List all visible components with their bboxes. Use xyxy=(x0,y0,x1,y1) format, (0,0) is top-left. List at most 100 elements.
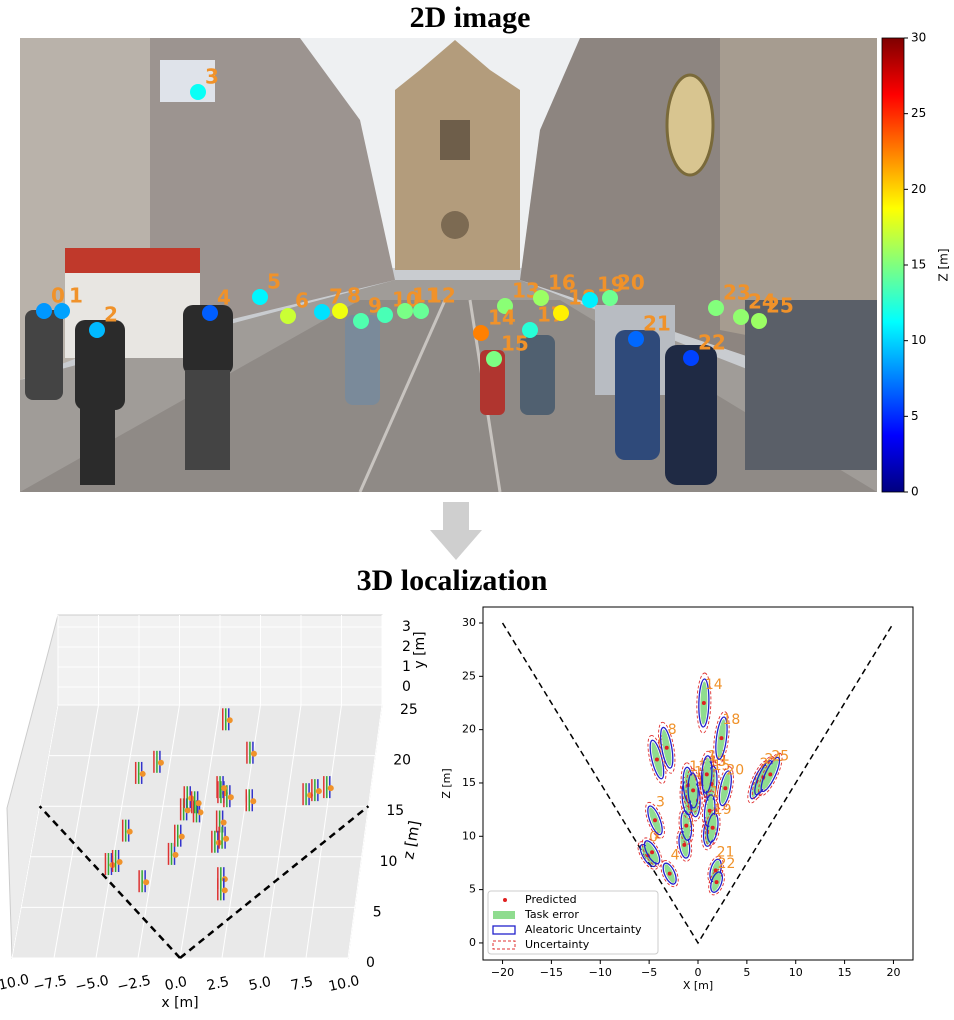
detection-dot xyxy=(582,292,598,308)
y-tick-label: 25 xyxy=(462,669,476,682)
colorbar-axis: 0 5 10 15 20 25 30 xyxy=(904,31,926,499)
uncertainty xyxy=(637,841,659,870)
detection-label: 14 xyxy=(488,306,516,330)
detection-label: 4 xyxy=(217,286,231,310)
grid-line xyxy=(137,704,180,959)
legend-label: Task error xyxy=(524,908,579,921)
detection-label: 3 xyxy=(205,65,219,89)
legend-symbol xyxy=(492,925,516,935)
y-axis-label: Z [m] xyxy=(440,768,453,798)
colorbar-label: Z [m] xyxy=(937,248,951,281)
grid-line xyxy=(95,704,140,959)
detection-dot xyxy=(413,303,429,319)
predicted-point xyxy=(713,868,718,873)
x-tick-label: 5 xyxy=(743,966,750,979)
x-tick-label: 10.0 xyxy=(327,973,361,995)
detection-label: 2 xyxy=(104,303,118,327)
detection-label: 0 xyxy=(51,284,65,308)
y-tick-label: 20 xyxy=(462,723,476,736)
aleatoric-uncertainty xyxy=(643,840,661,865)
predicted-3d xyxy=(327,785,334,792)
z-tick-label: 5 xyxy=(373,904,382,920)
x-tick-label: −7.5 xyxy=(32,973,69,996)
z-tick-label: 0 xyxy=(366,955,375,971)
aleatoric-uncertainty xyxy=(706,812,719,843)
detection-dot xyxy=(602,290,618,306)
uncertainty xyxy=(707,856,724,885)
uncertainty xyxy=(702,790,718,831)
y-tick-label: 2 xyxy=(402,639,411,655)
detection-label: 5 xyxy=(267,270,281,294)
predicted-point xyxy=(719,736,724,741)
detection-label: 1 xyxy=(69,284,83,308)
aleatoric-uncertainty xyxy=(647,805,663,836)
y-tick-label: 15 xyxy=(462,776,476,789)
predicted-3d xyxy=(157,759,164,766)
detection-label: 11 xyxy=(412,284,440,308)
detection-dot xyxy=(497,298,513,314)
detection-label: 20 xyxy=(726,762,744,778)
y-tick-label: 0 xyxy=(469,936,476,949)
uncertainty xyxy=(685,768,701,813)
detection-dot xyxy=(683,350,699,366)
legend-label: Predicted xyxy=(525,893,577,906)
x-axis-label: x [m] xyxy=(161,995,198,1011)
grid-line xyxy=(263,704,302,959)
predicted-point xyxy=(710,825,715,830)
uncertainty xyxy=(658,721,676,774)
predicted-point xyxy=(714,880,719,885)
y-tick-label: 0 xyxy=(402,679,411,695)
uncertainty xyxy=(708,868,725,896)
detection-label: 3 xyxy=(656,794,665,810)
uncertainty xyxy=(699,750,715,799)
detection-dot xyxy=(202,305,218,321)
z-tick-label: 15 xyxy=(386,803,404,819)
y-tick-label: 5 xyxy=(469,883,476,896)
fov-line xyxy=(179,805,370,959)
aleatoric-uncertainty xyxy=(715,716,728,761)
uncertainty xyxy=(747,760,770,804)
predicted-point xyxy=(653,818,657,823)
y-axis-label: y [m] xyxy=(412,631,428,668)
colorbar-tick-label: 10 xyxy=(911,333,926,347)
grid-line xyxy=(11,704,59,959)
x-tick-label: 0 xyxy=(695,966,702,979)
predicted-3d xyxy=(221,887,228,894)
detection-dot xyxy=(190,84,206,100)
detection-dot xyxy=(628,331,644,347)
colorbar-tick-label: 15 xyxy=(911,258,926,272)
predicted-3d xyxy=(195,800,202,807)
x-axis-label: X [m] xyxy=(683,979,713,992)
predicted-point xyxy=(650,850,655,855)
aleatoric-uncertainty xyxy=(660,726,674,769)
detection-dot xyxy=(473,325,489,341)
aleatoric-uncertainty xyxy=(687,772,699,809)
predicted-3d xyxy=(223,835,230,842)
colorbar xyxy=(881,37,905,493)
detection-label: 25 xyxy=(771,748,789,764)
detection-label: 21 xyxy=(643,312,671,336)
legend-label: Aleatoric Uncertainty xyxy=(525,923,642,936)
predicted-point xyxy=(664,745,669,750)
predicted-point xyxy=(691,788,696,793)
floor xyxy=(11,704,383,959)
predicted-point xyxy=(701,700,706,705)
uncertainty xyxy=(641,837,663,868)
predicted-3d xyxy=(220,819,227,826)
x-tick-label: 5.0 xyxy=(247,974,272,994)
x-tick-label: 0.0 xyxy=(163,974,188,994)
colorbar-tick-label: 0 xyxy=(911,485,919,499)
detection-label: 4 xyxy=(671,848,680,864)
y-tick-label: 1 xyxy=(402,659,411,675)
predicted-point xyxy=(682,842,687,847)
detection-dot xyxy=(486,351,502,367)
aleatoric-uncertainty xyxy=(698,678,710,728)
uncertainty xyxy=(758,752,783,797)
y-tick-label: 30 xyxy=(462,616,476,629)
predicted-3d xyxy=(221,876,228,883)
grid-line xyxy=(347,704,383,959)
uncertainty xyxy=(713,711,730,766)
predicted-3d xyxy=(143,879,150,886)
